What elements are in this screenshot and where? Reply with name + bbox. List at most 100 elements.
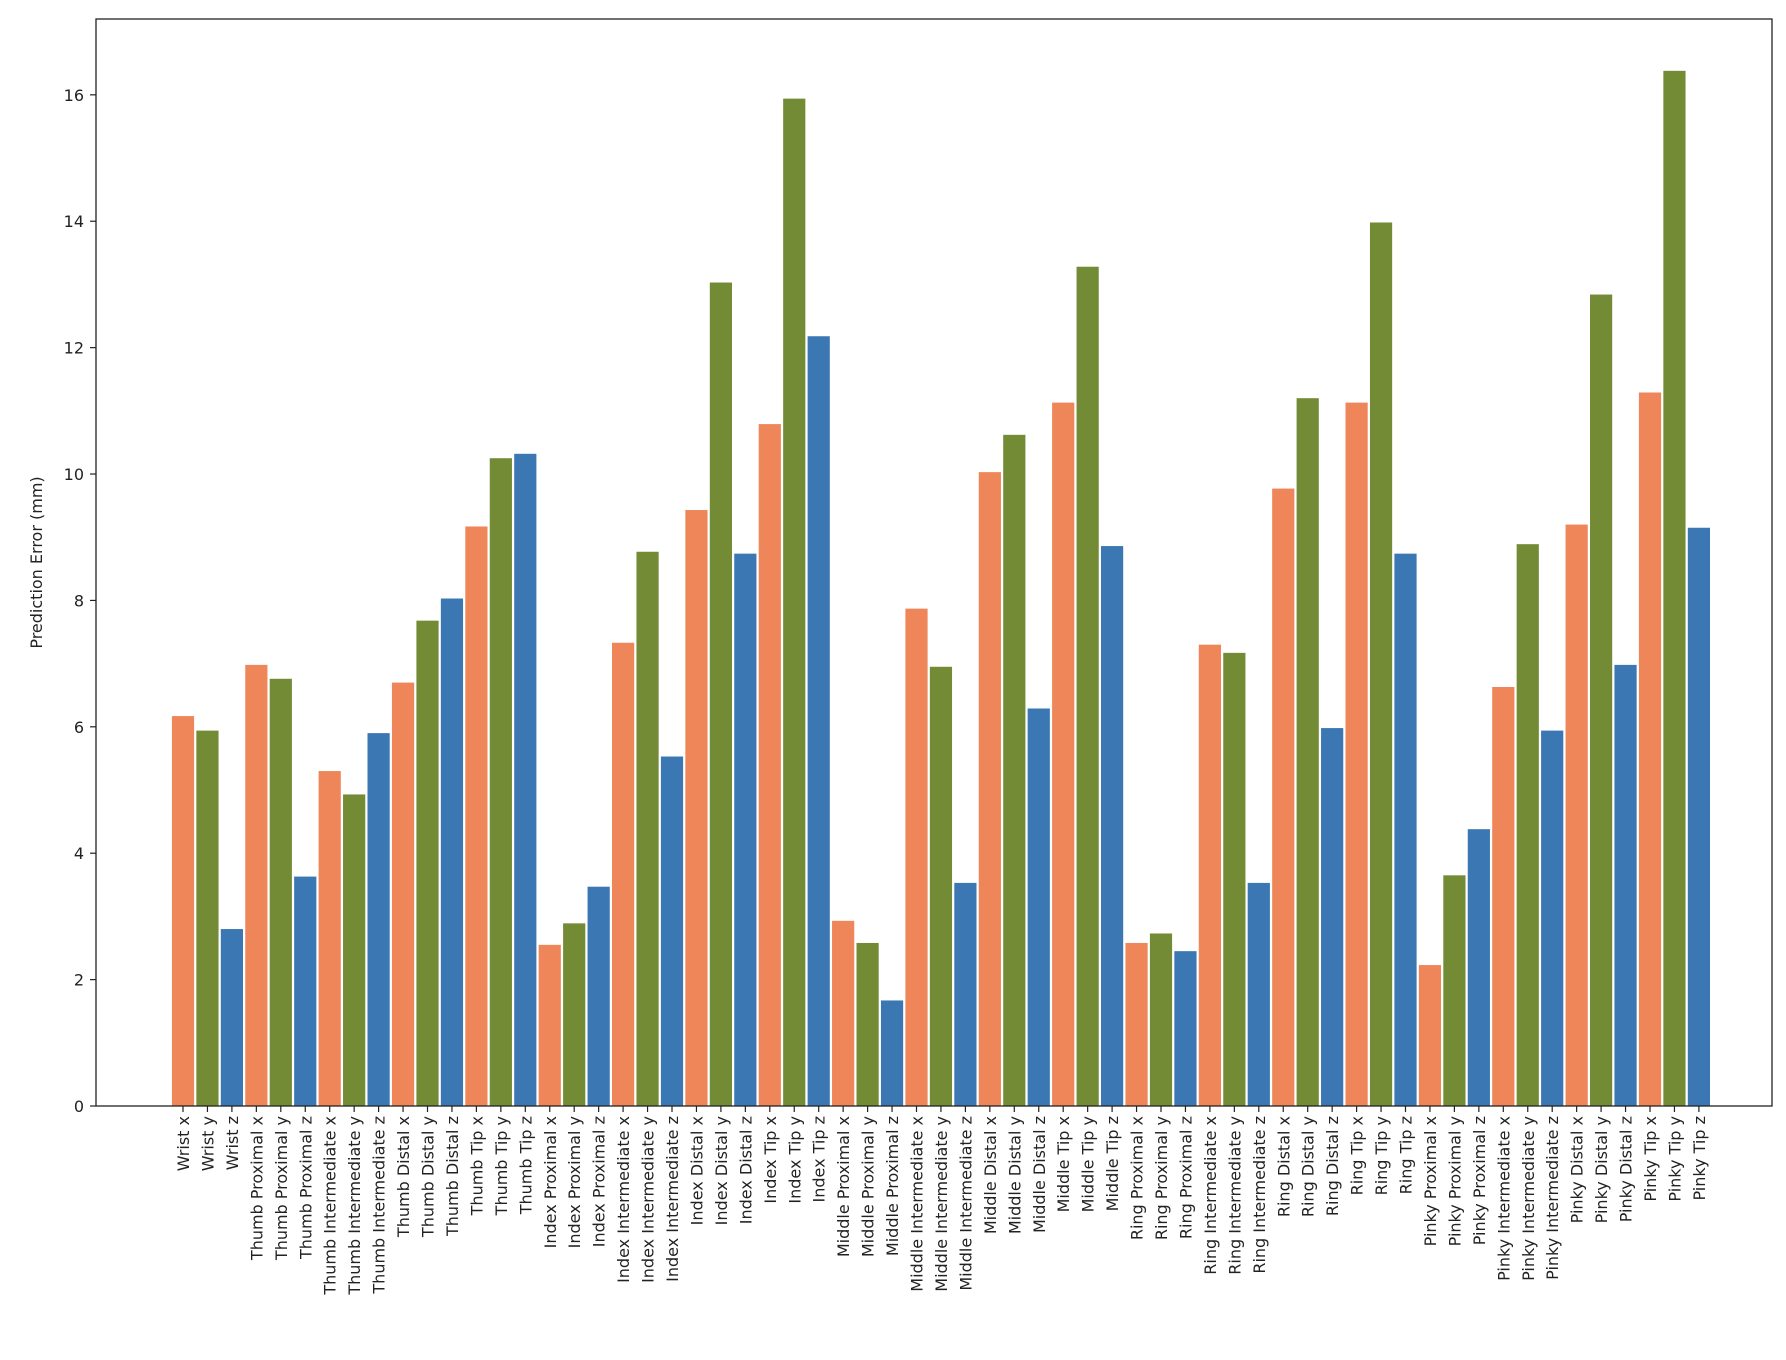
x-tick-label: Ring Intermediate y [1225, 1116, 1244, 1275]
x-tick-label: Pinky Intermediate z [1543, 1116, 1562, 1280]
y-axis: 0 2 4 6 8 10 12 14 16 [64, 86, 96, 1116]
x-tick-label: Pinky Proximal y [1445, 1116, 1464, 1246]
x-axis: Wrist x Wrist y Wrist z Thumb Proximal x Thu… [174, 1106, 1709, 1296]
x-tick-label: Index Distal y [712, 1116, 731, 1225]
x-tick-label: Thumb Intermediate z [370, 1116, 389, 1295]
bar-index-proximal-x [538, 944, 561, 1106]
y-tick-label: 8 [74, 591, 84, 610]
bar-pinky-intermediate-x [1492, 687, 1515, 1106]
bar-index-tip-y [783, 98, 806, 1106]
x-tick-label: Thumb Intermediate x [321, 1116, 340, 1296]
bar-ring-tip-y [1369, 222, 1393, 1106]
x-tick-label: Thumb Proximal y [272, 1116, 291, 1261]
bar-middle-proximal-x [832, 920, 855, 1106]
bar-index-tip-x [758, 424, 781, 1107]
x-tick-label: Wrist z [223, 1116, 242, 1170]
y-tick-label: 2 [74, 971, 84, 990]
x-tick-label: Pinky Tip z [1690, 1116, 1709, 1201]
bar-thumb-distal-z [440, 598, 464, 1106]
x-tick-label: Ring Proximal y [1152, 1116, 1171, 1240]
x-tick-label: Index Proximal z [590, 1116, 609, 1247]
x-tick-label: Middle Proximal x [834, 1116, 853, 1257]
y-tick-label: 4 [74, 844, 84, 863]
x-tick-label: Middle Tip y [1079, 1116, 1098, 1212]
x-tick-label: Ring Tip x [1348, 1116, 1367, 1195]
bar-ring-proximal-z [1174, 951, 1197, 1106]
y-tick-label: 14 [64, 212, 84, 231]
bar-index-distal-y [709, 282, 732, 1106]
x-tick-label: Ring Distal x [1274, 1116, 1293, 1217]
bar-ring-tip-x [1345, 402, 1368, 1106]
x-tick-label: Pinky Intermediate y [1519, 1116, 1538, 1281]
bar-thumb-intermediate-x [318, 771, 341, 1106]
bar-thumb-distal-x [391, 682, 415, 1106]
x-tick-label: Index Tip x [761, 1116, 780, 1204]
x-tick-label: Middle Intermediate z [956, 1116, 975, 1291]
bar-ring-intermediate-z [1247, 882, 1270, 1106]
bar-pinky-intermediate-z [1541, 730, 1564, 1106]
x-tick-label: Pinky Proximal z [1470, 1116, 1489, 1245]
bar-index-intermediate-x [612, 642, 635, 1106]
bar-pinky-tip-y [1663, 70, 1686, 1107]
bar-ring-proximal-y [1149, 933, 1173, 1106]
bar-thumb-intermediate-y [343, 794, 366, 1106]
x-tick-label: Middle Tip z [1103, 1116, 1122, 1211]
bar-index-intermediate-z [660, 756, 684, 1106]
x-tick-label: Middle Proximal y [859, 1116, 878, 1257]
bar-middle-distal-x [978, 472, 1001, 1106]
bar-pinky-distal-x [1565, 524, 1588, 1106]
bar-index-distal-z [734, 553, 757, 1106]
x-tick-label: Ring Intermediate z [1250, 1116, 1269, 1274]
bar-ring-tip-z [1394, 553, 1417, 1106]
x-tick-label: Pinky Distal x [1568, 1116, 1587, 1223]
x-tick-label: Index Intermediate x [614, 1116, 633, 1283]
x-tick-label: Pinky Tip x [1641, 1116, 1660, 1202]
bar-middle-intermediate-y [929, 666, 953, 1106]
x-tick-label: Middle Distal y [1005, 1116, 1024, 1234]
y-tick-label: 6 [74, 718, 84, 737]
x-tick-label: Middle Intermediate x [908, 1116, 927, 1292]
y-tick-label: 0 [74, 1097, 84, 1116]
bar-middle-tip-z [1101, 546, 1124, 1106]
x-tick-label: Ring Distal z [1323, 1116, 1342, 1216]
bar-middle-intermediate-x [905, 608, 928, 1106]
bar-middle-distal-z [1027, 708, 1050, 1106]
bar-ring-distal-y [1296, 398, 1319, 1106]
x-tick-label: Pinky Proximal x [1421, 1116, 1440, 1246]
bar-index-proximal-z [587, 886, 610, 1106]
bar-pinky-intermediate-y [1516, 544, 1539, 1106]
bar-middle-proximal-z [880, 1000, 904, 1106]
x-tick-label: Middle Distal z [1030, 1116, 1049, 1233]
x-tick-label: Middle Intermediate y [932, 1116, 951, 1292]
x-tick-label: Pinky Distal z [1617, 1116, 1636, 1222]
x-tick-label: Index Intermediate y [639, 1116, 658, 1283]
bar-ring-proximal-x [1125, 942, 1148, 1106]
bar-thumb-distal-y [416, 620, 439, 1106]
bar-thumb-tip-y [489, 458, 512, 1107]
x-tick-label: Ring Proximal z [1176, 1116, 1195, 1239]
x-tick-label: Thumb Proximal x [247, 1116, 266, 1261]
x-tick-label: Thumb Tip y [492, 1116, 511, 1216]
bar-thumb-proximal-y [269, 678, 292, 1106]
bar-wrist-x [171, 716, 195, 1106]
y-tick-label: 16 [64, 86, 84, 105]
x-tick-label: Index Distal x [687, 1116, 706, 1225]
x-tick-label: Thumb Tip z [516, 1116, 535, 1215]
bar-ring-intermediate-x [1198, 644, 1221, 1106]
bar-thumb-proximal-z [294, 876, 317, 1106]
x-tick-label: Ring Intermediate x [1201, 1116, 1220, 1275]
bar-wrist-z [220, 929, 243, 1106]
bar-index-proximal-y [563, 923, 586, 1106]
x-tick-label: Ring Tip y [1372, 1116, 1391, 1195]
x-tick-label: Pinky Tip y [1665, 1116, 1684, 1202]
x-tick-label: Wrist y [198, 1116, 217, 1171]
bar-ring-distal-x [1272, 488, 1295, 1106]
x-tick-label: Pinky Intermediate x [1494, 1116, 1513, 1281]
y-tick-label: 10 [64, 465, 84, 484]
bar-pinky-tip-z [1687, 527, 1710, 1106]
x-tick-label: Index Distal z [736, 1116, 755, 1224]
bar-middle-tip-y [1076, 266, 1099, 1107]
plot-frame [95, 18, 1773, 1107]
bar-ring-intermediate-y [1223, 652, 1246, 1106]
bar-thumb-intermediate-z [367, 733, 390, 1106]
